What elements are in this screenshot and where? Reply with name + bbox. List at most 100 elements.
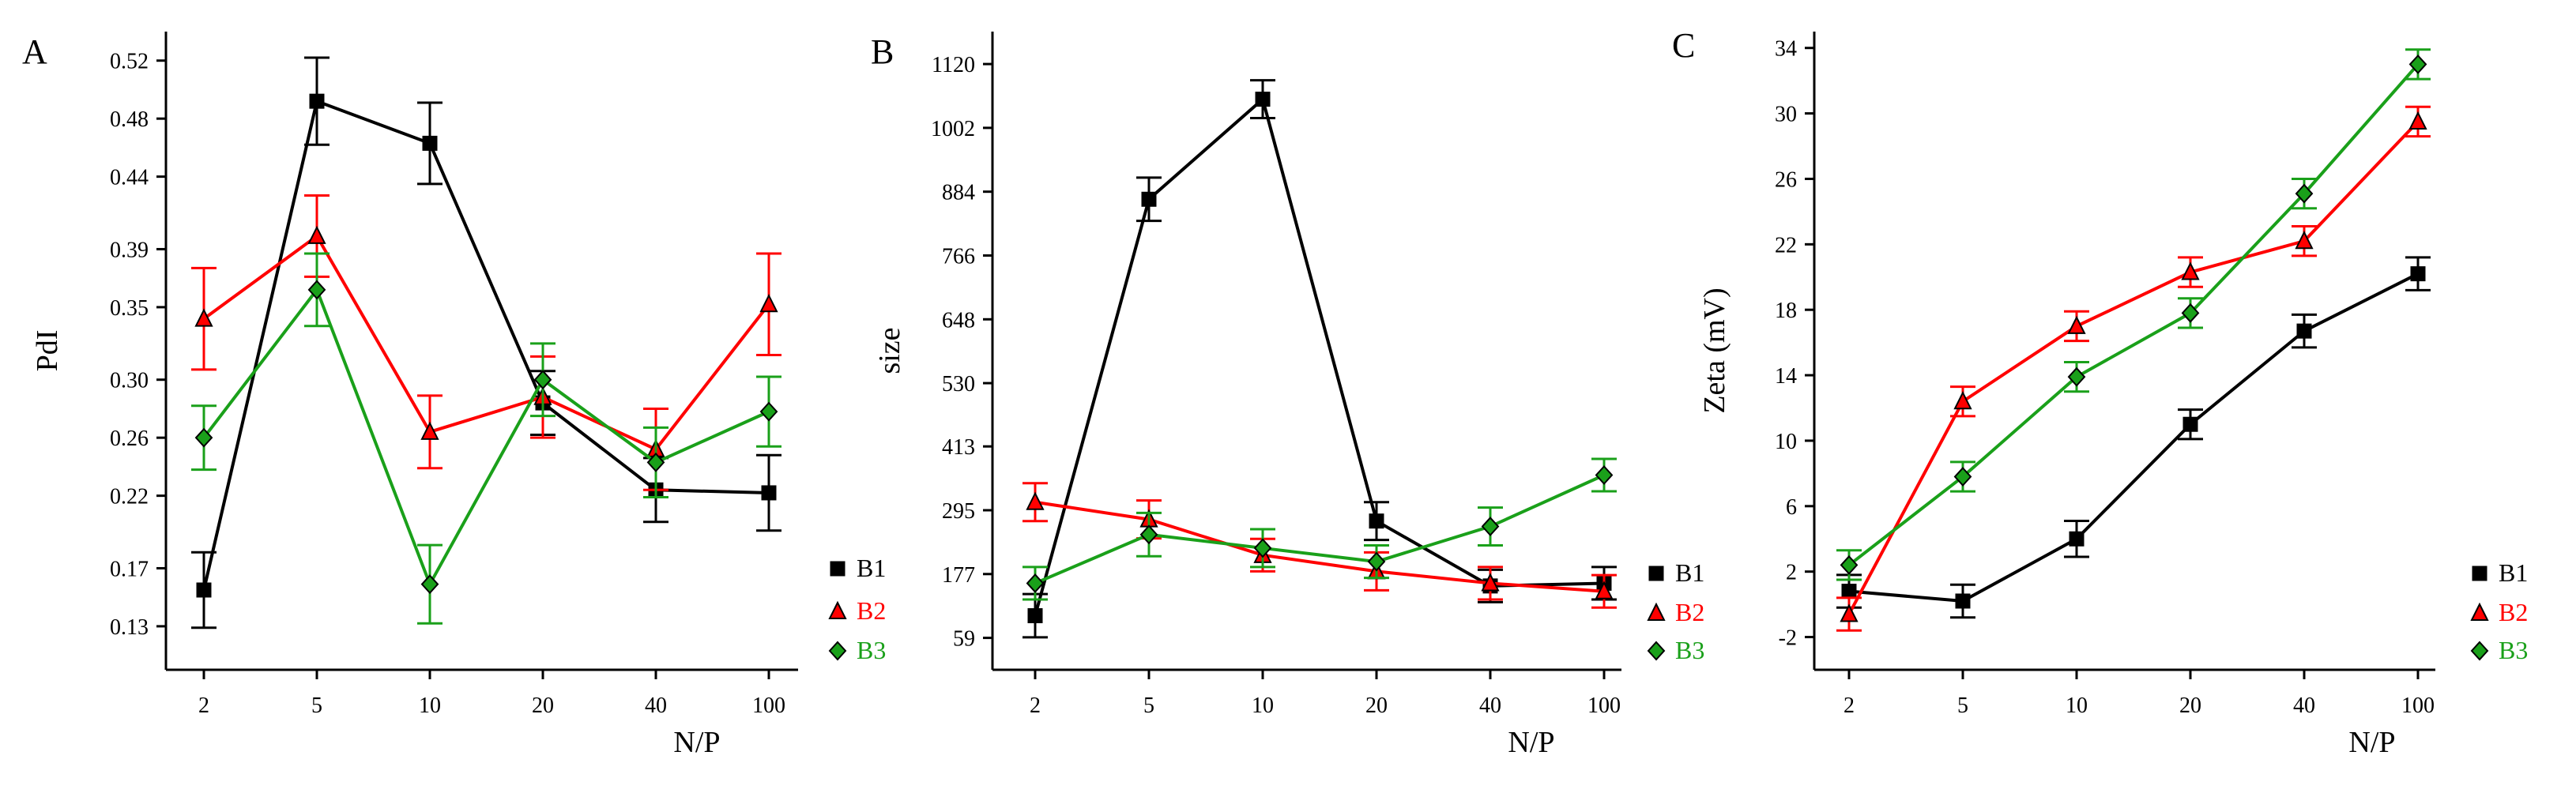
panel-b-b2-point — [1026, 491, 1045, 510]
panel-c-legend-marker-b3 — [2470, 641, 2489, 661]
panel-b-ytick-label: 648 — [942, 308, 975, 333]
panel-a-ytick-label: 0.17 — [110, 557, 149, 581]
panel-b-b2-point — [1595, 581, 1614, 599]
panel-a-legend-label-b2: B2 — [857, 596, 886, 625]
panel-b-b3-point — [1595, 465, 1614, 485]
panel-c-b1-point — [2069, 531, 2085, 547]
panel-b-ytick-label: 1120 — [932, 53, 975, 77]
panel-a-xtick-label: 100 — [752, 693, 785, 718]
panel-c-b1-point — [2296, 323, 2312, 339]
panel-a-xlabel: N/P — [673, 726, 720, 759]
panel-a-xtick-label: 20 — [532, 693, 554, 718]
panel-a-ytick-label: 0.26 — [110, 427, 149, 451]
panel-a-ytick-label: 0.44 — [110, 166, 149, 190]
panel-c-ylabel: Zeta (mV) — [1698, 288, 1731, 413]
panel-b-xtick-label: 5 — [1143, 693, 1154, 718]
panel-a-xtick-label: 40 — [645, 693, 667, 718]
panel-a-b2-line — [202, 233, 770, 452]
panel-a-b3-point — [646, 452, 665, 472]
panel-b-ytick-label: 530 — [942, 372, 975, 396]
panel-c-xtick-label: 10 — [2066, 693, 2088, 718]
panel-c-legend-marker-b2 — [2470, 602, 2489, 621]
panel-a-ylabel: PdI — [31, 330, 64, 372]
panel-c-b3-point — [1840, 554, 1859, 575]
panel-a-b3-point — [307, 280, 326, 300]
panel-b-legend-label-b2: B2 — [1675, 598, 1704, 626]
panel-a-b1-line — [202, 99, 770, 591]
panel-c-b2-point — [2181, 261, 2200, 280]
panel-b-legend-label-b3: B3 — [1675, 636, 1704, 664]
panel-c-series-b1 — [1836, 256, 2431, 619]
panel-a-series-b1 — [191, 56, 781, 630]
panel-a-legend-label-b3: B3 — [857, 636, 886, 664]
panel-c-legend-label-b3: B3 — [2499, 636, 2528, 664]
panel-a-series-b3 — [191, 252, 781, 625]
panel-c-b2-point — [2067, 315, 2086, 334]
panel-a-ytick-label: 0.48 — [110, 107, 149, 132]
panel-c-letter: C — [1672, 26, 1695, 65]
panel-b-legend-label-b1: B1 — [1675, 558, 1704, 587]
panel-b-b1-point — [1141, 191, 1157, 207]
panel-c-xtick-label: 100 — [2401, 693, 2435, 718]
panel-c-xtick-label: 40 — [2293, 693, 2315, 718]
panel-b: B 59 177 295 413 530 648 766 884 1002 1120 2 5 10 20 40… — [871, 32, 1704, 759]
panel-b-b3-point — [1139, 524, 1158, 545]
panel-b-xtick-label: 100 — [1587, 693, 1621, 718]
panel-a-b3-line — [202, 286, 770, 588]
panel-c-b1-line — [1848, 272, 2419, 603]
panel-c-b1-point — [1841, 584, 1857, 599]
panel-a-b2-point — [194, 308, 213, 327]
panel-a-xtick-label: 2 — [198, 693, 209, 718]
panel-a-b3-point — [533, 370, 552, 390]
panel-a: A 0.13 0.17 0.22 0.26 0.30 0.35 0.39 0.44 0.48 0.5… — [22, 32, 886, 759]
panel-b-legend-marker-b1 — [1648, 566, 1664, 581]
panel-c-b2-point — [1953, 390, 1972, 410]
panel-a-ytick-label: 0.35 — [110, 296, 149, 321]
panel-b-ytick-label: 177 — [942, 563, 975, 588]
panel-c-ytick-label: 6 — [1786, 495, 1797, 520]
panel-c-ytick-label: 22 — [1775, 233, 1797, 257]
panel-c-ytick-label: 10 — [1775, 430, 1797, 454]
panel-c-xtick-label: 2 — [1843, 693, 1855, 718]
panel-c-b1-point — [2410, 266, 2426, 282]
panel-c-b3-point — [2067, 366, 2086, 387]
panel-c-b3-point — [2295, 183, 2314, 204]
panel-b-b2-point — [1481, 573, 1500, 592]
panel-a-ytick-label: 0.39 — [110, 238, 149, 262]
panel-a-letter: A — [22, 32, 47, 71]
panel-c-xtick-label: 20 — [2179, 693, 2201, 718]
panel-b-xlabel: N/P — [1508, 726, 1554, 759]
panel-a-ytick-label: 0.30 — [110, 369, 149, 393]
panel-b-ytick-label: 295 — [942, 499, 975, 524]
panel-b-xtick-label: 10 — [1252, 693, 1274, 718]
panel-c-b3-point — [2181, 303, 2200, 323]
panel-a-ytick-label: 0.52 — [110, 50, 149, 74]
panel-b-b1-point — [1369, 513, 1384, 529]
panel-b-legend-marker-b3 — [1647, 641, 1666, 661]
panel-a-b1-point — [196, 582, 212, 598]
panel-a-legend-marker-b1 — [830, 561, 845, 577]
panel-b-b3-point — [1367, 551, 1386, 572]
panel-a-b1-point — [761, 485, 777, 501]
panel-a-xtick-label: 10 — [419, 693, 441, 718]
panel-c-b2-point — [2408, 111, 2427, 130]
panel-a-ytick-label: 0.13 — [110, 615, 149, 640]
panel-a-legend-marker-b2 — [828, 600, 847, 619]
panel-b-b1-point — [1255, 92, 1271, 107]
panel-b-b1-line — [1034, 96, 1605, 617]
panel-c-ytick-label: 2 — [1786, 561, 1797, 585]
panel-c-legend-label-b1: B1 — [2499, 558, 2528, 587]
panel-c-ytick-label: 34 — [1775, 37, 1797, 62]
panel-c-ytick-label: 26 — [1775, 167, 1797, 192]
panel-a-xtick-label: 5 — [311, 693, 322, 718]
panel-b-series-b3 — [1022, 457, 1617, 601]
panel-b-xtick-label: 2 — [1030, 693, 1041, 718]
panel-c-ytick-label: 14 — [1775, 364, 1797, 389]
panel-c-b3-line — [1847, 63, 2420, 566]
panel-c-ytick-label: -2 — [1779, 626, 1797, 651]
panel-b-xtick-label: 20 — [1365, 693, 1388, 718]
panel-a-b2-point — [759, 294, 778, 313]
panel-c-b2-point — [2295, 230, 2314, 250]
